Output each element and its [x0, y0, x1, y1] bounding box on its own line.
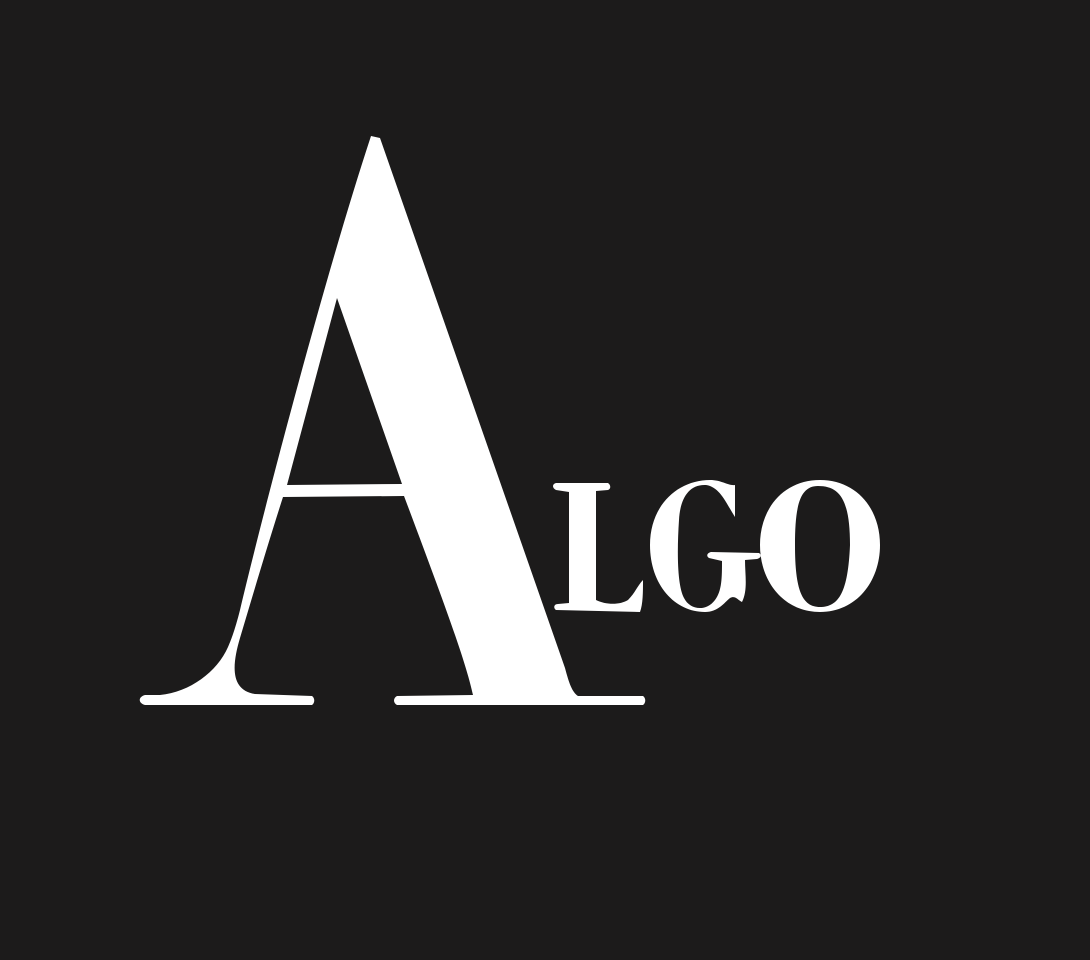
logo-letter-g — [650, 480, 761, 612]
logo-letter-o — [760, 480, 880, 612]
logo-letter-a — [139, 136, 646, 705]
logo-letter-l — [553, 483, 643, 612]
